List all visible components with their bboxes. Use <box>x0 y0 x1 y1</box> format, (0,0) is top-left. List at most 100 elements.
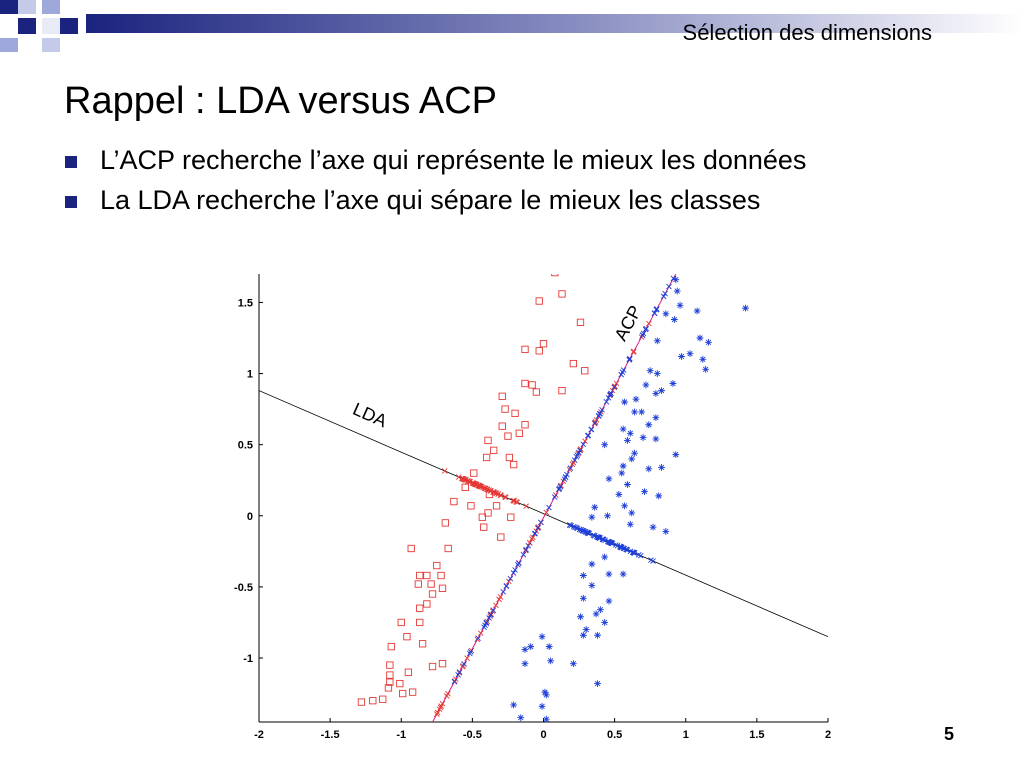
lda-projection-mark <box>648 557 654 563</box>
blue-star-point <box>577 613 584 621</box>
acp-projection-mark <box>582 438 588 445</box>
acp-projection-mark <box>529 536 535 542</box>
blue-star-point <box>662 528 670 535</box>
blue-star-point <box>541 688 549 696</box>
acp-projection-mark <box>475 635 481 642</box>
acp-projection-mark <box>434 711 440 717</box>
x-tick-label: -0.5 <box>463 729 482 741</box>
blue-star-point <box>641 488 648 495</box>
red-square-point <box>428 662 437 671</box>
blue-star-point <box>628 455 636 463</box>
blue-star-point <box>652 414 660 422</box>
red-square-point <box>386 678 394 686</box>
red-square-point <box>441 519 449 527</box>
acp-projection-mark <box>520 551 527 558</box>
lda-projection-mark <box>590 532 597 538</box>
x-tick-label: -1 <box>396 729 406 741</box>
lda-projection-mark <box>581 528 588 535</box>
blue-star-point <box>538 702 546 710</box>
blue-star-point <box>582 626 590 633</box>
blue-star-point <box>588 582 596 589</box>
blue-star-point <box>658 464 665 471</box>
lda-axis-line <box>259 390 828 638</box>
blue-star-point <box>547 657 555 665</box>
blue-star-point <box>569 660 577 668</box>
acp-projection-mark <box>574 452 581 459</box>
blue-star-point <box>672 451 680 459</box>
red-square-point <box>369 697 377 705</box>
blue-star-point <box>592 610 600 618</box>
acp-projection-mark <box>531 530 538 537</box>
blue-star-point <box>686 350 694 358</box>
blue-star-point <box>672 276 680 284</box>
lda-projection-mark <box>627 548 634 555</box>
acp-projection-mark <box>573 454 580 460</box>
blue-star-point <box>624 437 631 444</box>
red-square-point <box>428 590 437 598</box>
red-square-point <box>484 436 492 445</box>
acp-projection-mark <box>643 325 649 332</box>
acp-projection-mark <box>535 525 541 531</box>
blue-star-point <box>658 387 665 395</box>
acp-projection-mark <box>496 596 502 603</box>
lda-projection-mark <box>502 494 509 501</box>
acp-projection-mark <box>422 734 427 739</box>
red-square-point <box>532 388 541 396</box>
red-square-point <box>470 469 478 477</box>
red-square-point <box>438 584 447 592</box>
blue-star-point <box>591 503 599 511</box>
lda-projection-mark <box>637 552 644 559</box>
y-tick-label: 0.5 <box>238 440 253 452</box>
blue-star-point <box>510 701 518 709</box>
acp-projection-mark <box>556 486 562 493</box>
axis-annotation-label: LDA <box>350 399 390 432</box>
acp-projection-mark <box>666 283 672 290</box>
blue-star-point <box>628 509 636 517</box>
lda-projection-mark <box>465 478 471 484</box>
acp-projection-mark <box>571 457 578 464</box>
lda-projection-mark <box>579 527 586 534</box>
acp-projection-mark <box>526 540 533 546</box>
acp-projection-mark <box>607 392 613 398</box>
blue-star-point <box>605 597 613 605</box>
acp-projection-mark <box>608 390 614 397</box>
red-square-point <box>438 660 447 668</box>
acp-projection-mark <box>425 728 430 733</box>
blue-star-point <box>646 367 654 375</box>
acp-projection-mark <box>483 620 490 626</box>
red-square-point <box>467 502 475 510</box>
red-square-point <box>521 379 529 388</box>
lda-projection-mark <box>600 536 606 543</box>
acp-projection-mark <box>461 661 467 667</box>
lda-projection-mark <box>482 485 489 492</box>
acp-projection-mark <box>456 669 463 675</box>
acp-projection-mark <box>428 723 433 728</box>
lda-projection-mark <box>490 489 497 495</box>
acp-projection-mark <box>452 676 459 682</box>
lda-projection-mark <box>513 498 519 505</box>
lda-projection-mark <box>574 525 581 532</box>
blue-star-point <box>605 475 613 483</box>
x-tick-label: 1 <box>683 729 689 741</box>
acp-projection-mark <box>445 690 451 697</box>
blue-star-point <box>542 715 550 722</box>
red-square-point <box>407 544 415 553</box>
red-square-point <box>551 274 559 277</box>
red-square-point <box>461 483 469 491</box>
lda-projection-mark <box>460 476 467 482</box>
red-square-point <box>497 533 505 541</box>
acp-projection-mark <box>464 655 470 662</box>
lda-projection-mark <box>631 550 638 556</box>
blue-star-point <box>618 469 626 477</box>
acp-projection-mark <box>588 426 595 433</box>
lda-projection-mark <box>455 474 462 480</box>
x-tick-label: 1.5 <box>749 729 764 741</box>
acp-projection-mark <box>566 466 573 473</box>
acp-projection-mark <box>597 410 603 417</box>
red-square-point <box>501 405 509 413</box>
section-title: Sélection des dimensions <box>682 20 932 45</box>
acp-projection-mark <box>569 461 576 468</box>
blue-star-point <box>678 353 685 360</box>
red-square-point <box>396 679 404 688</box>
